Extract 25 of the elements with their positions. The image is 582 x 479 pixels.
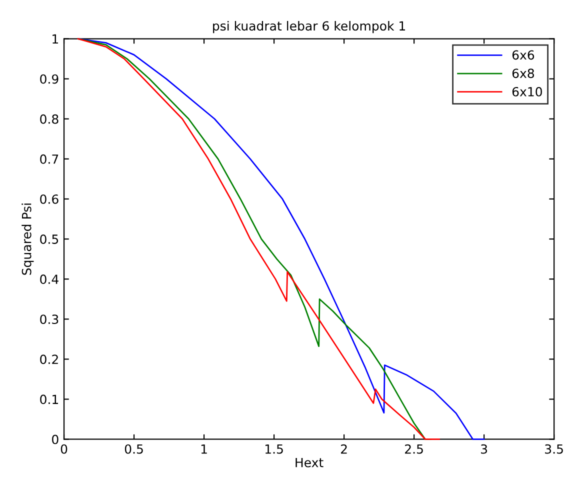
x-axis-title: Hext [296,458,324,468]
y-tick-label: 0.3 [40,314,58,324]
x-tick-label: 2.5 [405,444,423,454]
y-axis-title: Squared Psi [22,204,34,275]
y-tick-label: 0.9 [40,74,58,84]
x-tick-label: 0 [60,444,68,454]
y-tick-label: 0.7 [40,154,58,164]
legend-label: 6x8 [512,68,534,78]
chart-title: psi kuadrat lebar 6 kelompok 1 [213,20,406,34]
x-tick-label: 0.5 [124,444,143,454]
legend-label: 6x6 [512,50,534,60]
y-tick-label: 0.1 [40,394,58,404]
y-tick-label: 1 [52,34,58,44]
x-tick-label: 1 [201,444,207,454]
y-tick-label: 0.2 [40,354,58,364]
y-tick-label: 0.6 [40,194,58,204]
x-tick-label: 3.5 [545,444,563,454]
x-tick-label: 2 [340,444,347,454]
y-tick-label: 0.4 [40,274,58,284]
y-tick-label: 0 [52,434,58,444]
y-tick-label: 0.5 [40,234,58,244]
x-tick-label: 1.5 [265,444,283,454]
y-tick-label: 0.8 [40,114,58,124]
legend-label: 6x10 [512,86,542,96]
x-tick-label: 3 [481,444,488,454]
